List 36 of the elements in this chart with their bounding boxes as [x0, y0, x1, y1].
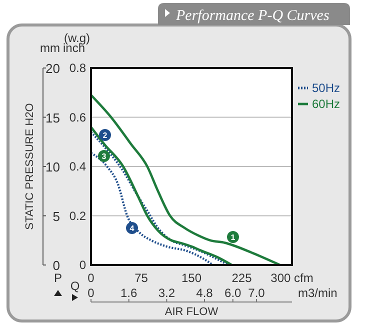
line-series: [90, 94, 282, 266]
text: P: [54, 271, 62, 285]
x-axis-title: AIR FLOW: [164, 306, 219, 318]
x-tick-label: 75: [134, 271, 148, 285]
x-tick-label: 225: [232, 271, 252, 285]
line-series: [90, 152, 214, 266]
text: Q: [70, 279, 80, 293]
annotation: 4: [130, 224, 135, 233]
x2-tick-label: 3.2: [158, 286, 176, 300]
y-tick-label: 20: [46, 61, 60, 76]
annotation: 2: [102, 131, 108, 140]
y2-tick-label: 0.8: [69, 61, 86, 75]
y2-tick-label: 0.6: [69, 110, 86, 124]
y-tick-label: 15: [46, 110, 60, 126]
legend-label: 50Hz: [312, 81, 340, 95]
y2-tick-label: 0: [79, 258, 86, 272]
annotation: 1: [230, 233, 236, 242]
x2-tick-label: 6.0: [224, 286, 242, 300]
x2-tick-label: 4.8: [196, 286, 214, 300]
text: mm: [40, 41, 60, 55]
legend-label: 60Hz: [312, 97, 340, 111]
y2-tick-label: 0.2: [69, 208, 86, 223]
x2-axis-title: m3/min: [298, 286, 338, 300]
x2-tick-label: 0: [88, 286, 95, 300]
x-tick-label: 0: [88, 271, 95, 285]
x-tick-label: 300 cfm: [270, 271, 314, 285]
x2-tick-label: 7.0: [248, 286, 266, 300]
x2-tick-label: 1.6: [120, 286, 138, 300]
chart-title: Performance P-Q Curves: [175, 8, 330, 24]
x-tick-label: 150: [181, 271, 202, 285]
y-tick-label: 10: [46, 160, 60, 174]
y-tick-label: 5: [52, 208, 60, 224]
annotation: 3: [102, 152, 107, 161]
y2-tick-label: 0.4: [69, 160, 86, 174]
y-axis-title: STATIC PRESSURE H2O: [24, 102, 36, 230]
y-tick-label: 0: [52, 258, 60, 273]
